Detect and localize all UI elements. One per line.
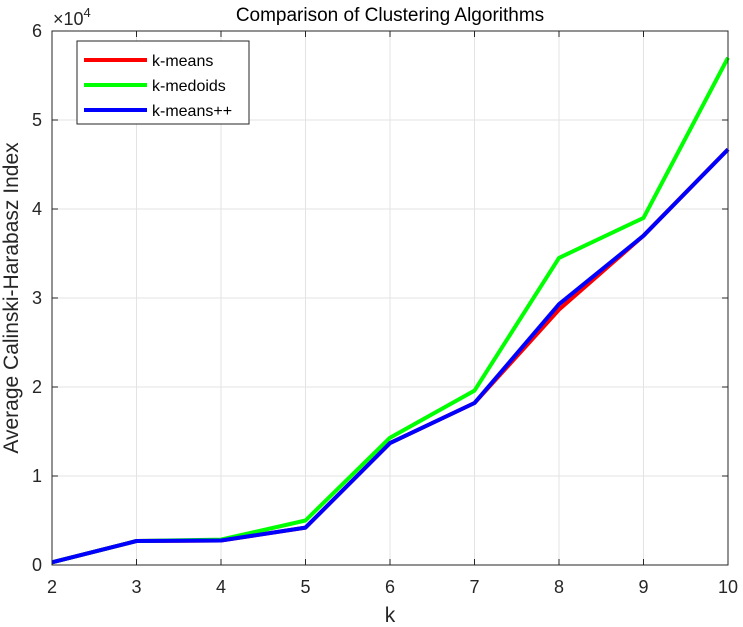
- y-exponent-power: 4: [84, 5, 91, 20]
- x-tick-label: 7: [469, 577, 479, 597]
- series-line-k-meansplusplus: [51, 148, 730, 565]
- x-tick-label: 4: [216, 577, 226, 597]
- x-axis-label: k: [385, 604, 396, 627]
- x-tick-label: 3: [131, 577, 141, 597]
- y-tick-label: 2: [32, 377, 42, 397]
- y-tick-label: 5: [32, 110, 42, 130]
- x-tick-label: 9: [638, 577, 648, 597]
- legend-label-k-medoids: k-medoids: [152, 78, 226, 95]
- x-tick-label: 6: [385, 577, 395, 597]
- legend-label-k-meansplusplus: k-means++: [152, 103, 232, 120]
- x-tick-label: 5: [300, 577, 310, 597]
- x-tick-label: 8: [554, 577, 564, 597]
- y-tick-label: 6: [32, 21, 42, 41]
- legend-label-k-means: k-means: [152, 53, 213, 70]
- y-exponent: ×104: [53, 5, 91, 29]
- series-lines: [51, 56, 730, 565]
- y-tick-label: 0: [32, 555, 42, 575]
- legend: k-means k-medoids k-means++: [76, 40, 250, 125]
- ticks: 2 3 4 5 6 7 8 9 10 0 1 2 3 4 5 6: [32, 21, 738, 597]
- y-tick-label: 3: [32, 288, 42, 308]
- x-tick-label: 10: [718, 577, 738, 597]
- legend-items: k-means k-medoids k-means++: [84, 53, 232, 120]
- y-axis-label: Average Calinski-Harabasz Index: [0, 142, 23, 454]
- x-tick-label: 2: [47, 577, 57, 597]
- y-tick-label: 4: [32, 199, 42, 219]
- chart-title: Comparison of Clustering Algorithms: [236, 5, 544, 26]
- y-exponent-base: ×10: [53, 9, 84, 29]
- y-tick-label: 1: [32, 466, 42, 486]
